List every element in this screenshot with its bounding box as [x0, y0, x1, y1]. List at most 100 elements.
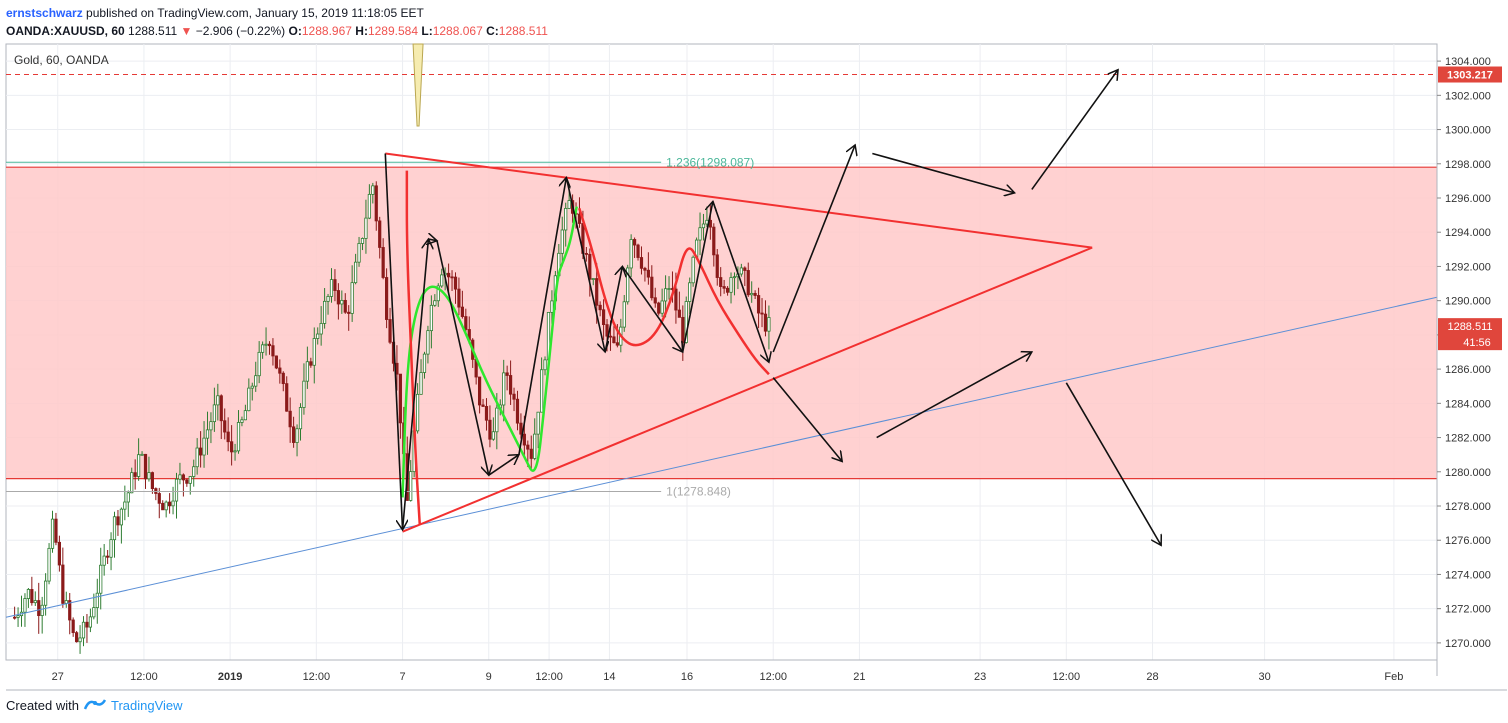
- candle-body-47: [174, 478, 179, 502]
- candle-body-68: [247, 387, 251, 412]
- candle-body-75: [271, 345, 275, 357]
- candle-body-69: [250, 385, 254, 389]
- candle-body-14: [61, 564, 65, 604]
- forecast-arrow-5: [1065, 382, 1161, 546]
- x-tick-label-11: 23: [974, 671, 986, 683]
- y-tick-label-17: 1304.000: [1445, 56, 1491, 68]
- candle-body-80: [288, 410, 292, 428]
- y-tick-label-8: 1286.000: [1445, 364, 1491, 376]
- x-tick-label-12: 12:00: [1053, 671, 1081, 683]
- zigzag-arrow-8: [621, 265, 682, 352]
- candle-body-86: [309, 361, 313, 366]
- tradingview-brand[interactable]: TradingView: [110, 697, 183, 713]
- candle-body-42: [157, 493, 161, 504]
- candle-body-104: [371, 185, 375, 195]
- low-value: 1288.067: [432, 24, 483, 38]
- candle-body-145: [512, 393, 516, 400]
- candle-body-199: [698, 227, 702, 241]
- candle-body-187: [657, 302, 661, 314]
- fib-label-0: 1.236(1298.087): [666, 155, 754, 169]
- candle-body-216: [756, 295, 761, 314]
- zigzag-arrow-6: [565, 177, 605, 352]
- publish-line: ernstschwarz published on TradingView.co…: [6, 4, 548, 22]
- candle-body-6: [33, 600, 37, 604]
- candle-body-32: [123, 501, 127, 510]
- candle-body-207: [725, 287, 730, 293]
- y-tick-label-7: 1284.000: [1445, 398, 1491, 410]
- open-value: 1288.967: [301, 24, 352, 38]
- candle-body-172: [605, 324, 609, 337]
- candle-body-159: [560, 229, 564, 254]
- candle-body-95: [340, 299, 344, 305]
- candle-body-189: [663, 288, 668, 302]
- candle-body-166: [584, 253, 588, 255]
- current-price-label: 1288.511: [1447, 321, 1492, 333]
- zigzag-arrow-3: [436, 240, 489, 475]
- y-tick-label-15: 1300.000: [1445, 125, 1491, 137]
- forecast-arrow-4: [876, 352, 1032, 439]
- author-link[interactable]: ernstschwarz: [6, 6, 83, 20]
- forecast-arrow-3: [772, 377, 842, 462]
- zigzag-arrow-7: [604, 266, 622, 353]
- symbol-line: OANDA:XAUUSD, 60 1288.511 ▼ −2.906 (−0.2…: [6, 22, 548, 40]
- candle-body-3: [23, 598, 27, 613]
- candle-body-182: [639, 257, 644, 269]
- candle-body-90: [323, 300, 327, 324]
- low-label: L:: [421, 24, 433, 38]
- x-tick-label-4: 7: [399, 671, 405, 683]
- candle-body-177: [622, 301, 626, 328]
- candle-body-105: [374, 185, 378, 222]
- candle-body-37: [140, 453, 144, 456]
- candle-body-146: [515, 398, 520, 424]
- candle-body-183: [643, 267, 647, 271]
- candle-body-150: [529, 448, 533, 459]
- red-curve-left: [405, 170, 422, 525]
- candle-body-40: [150, 472, 154, 489]
- price-change: −2.906 (−0.22%): [195, 24, 286, 38]
- alert-price-tag: [1438, 66, 1502, 83]
- candle-body-74: [267, 343, 272, 347]
- zigzag-arrow-9: [681, 201, 713, 353]
- candle-body-148: [522, 433, 526, 446]
- candle-body-34: [130, 472, 134, 494]
- chart-header: ernstschwarz published on TradingView.co…: [6, 4, 548, 40]
- candle-body-99: [354, 261, 358, 284]
- candle-body-101: [360, 238, 365, 244]
- candle-body-31: [119, 508, 123, 526]
- zigzag-arrow-1: [401, 239, 429, 531]
- candle-body-205: [719, 277, 723, 287]
- candle-body-88: [316, 333, 320, 339]
- y-tick-label-3: 1276.000: [1445, 535, 1491, 547]
- candle-body-8: [40, 604, 44, 616]
- candle-body-203: [712, 226, 716, 256]
- candle-body-92: [329, 279, 334, 297]
- candle-body-67: [243, 410, 247, 421]
- down-triangle-icon: ▼: [180, 24, 193, 38]
- candle-body-160: [564, 207, 568, 231]
- fib-label-1: 1(1278.848): [666, 484, 731, 498]
- candle-body-193: [677, 309, 681, 318]
- alert-price-label: 1303.217: [1447, 70, 1493, 82]
- close-value: 1288.511: [498, 24, 548, 38]
- candle-body-59: [216, 395, 220, 406]
- candle-body-79: [285, 383, 289, 412]
- publish-info: published on TradingView.com, January 15…: [86, 6, 424, 20]
- candle-body-94: [336, 290, 340, 305]
- candle-body-112: [398, 373, 402, 424]
- candle-body-171: [601, 309, 606, 326]
- forecast-arrow-1: [872, 152, 1014, 193]
- candle-body-122: [433, 300, 437, 306]
- candle-body-51: [188, 476, 192, 484]
- candle-body-83: [298, 407, 303, 430]
- candle-body-144: [508, 375, 513, 395]
- y-tick-label-10: 1290.000: [1445, 296, 1491, 308]
- candle-body-174: [612, 336, 616, 344]
- candle-body-208: [729, 277, 733, 293]
- zigzag-arrow-2: [428, 239, 437, 241]
- candle-body-128: [453, 276, 458, 290]
- candle-body-52: [192, 466, 196, 477]
- candle-body-169: [595, 278, 599, 306]
- candle-body-7: [37, 600, 41, 616]
- candle-body-211: [739, 267, 743, 275]
